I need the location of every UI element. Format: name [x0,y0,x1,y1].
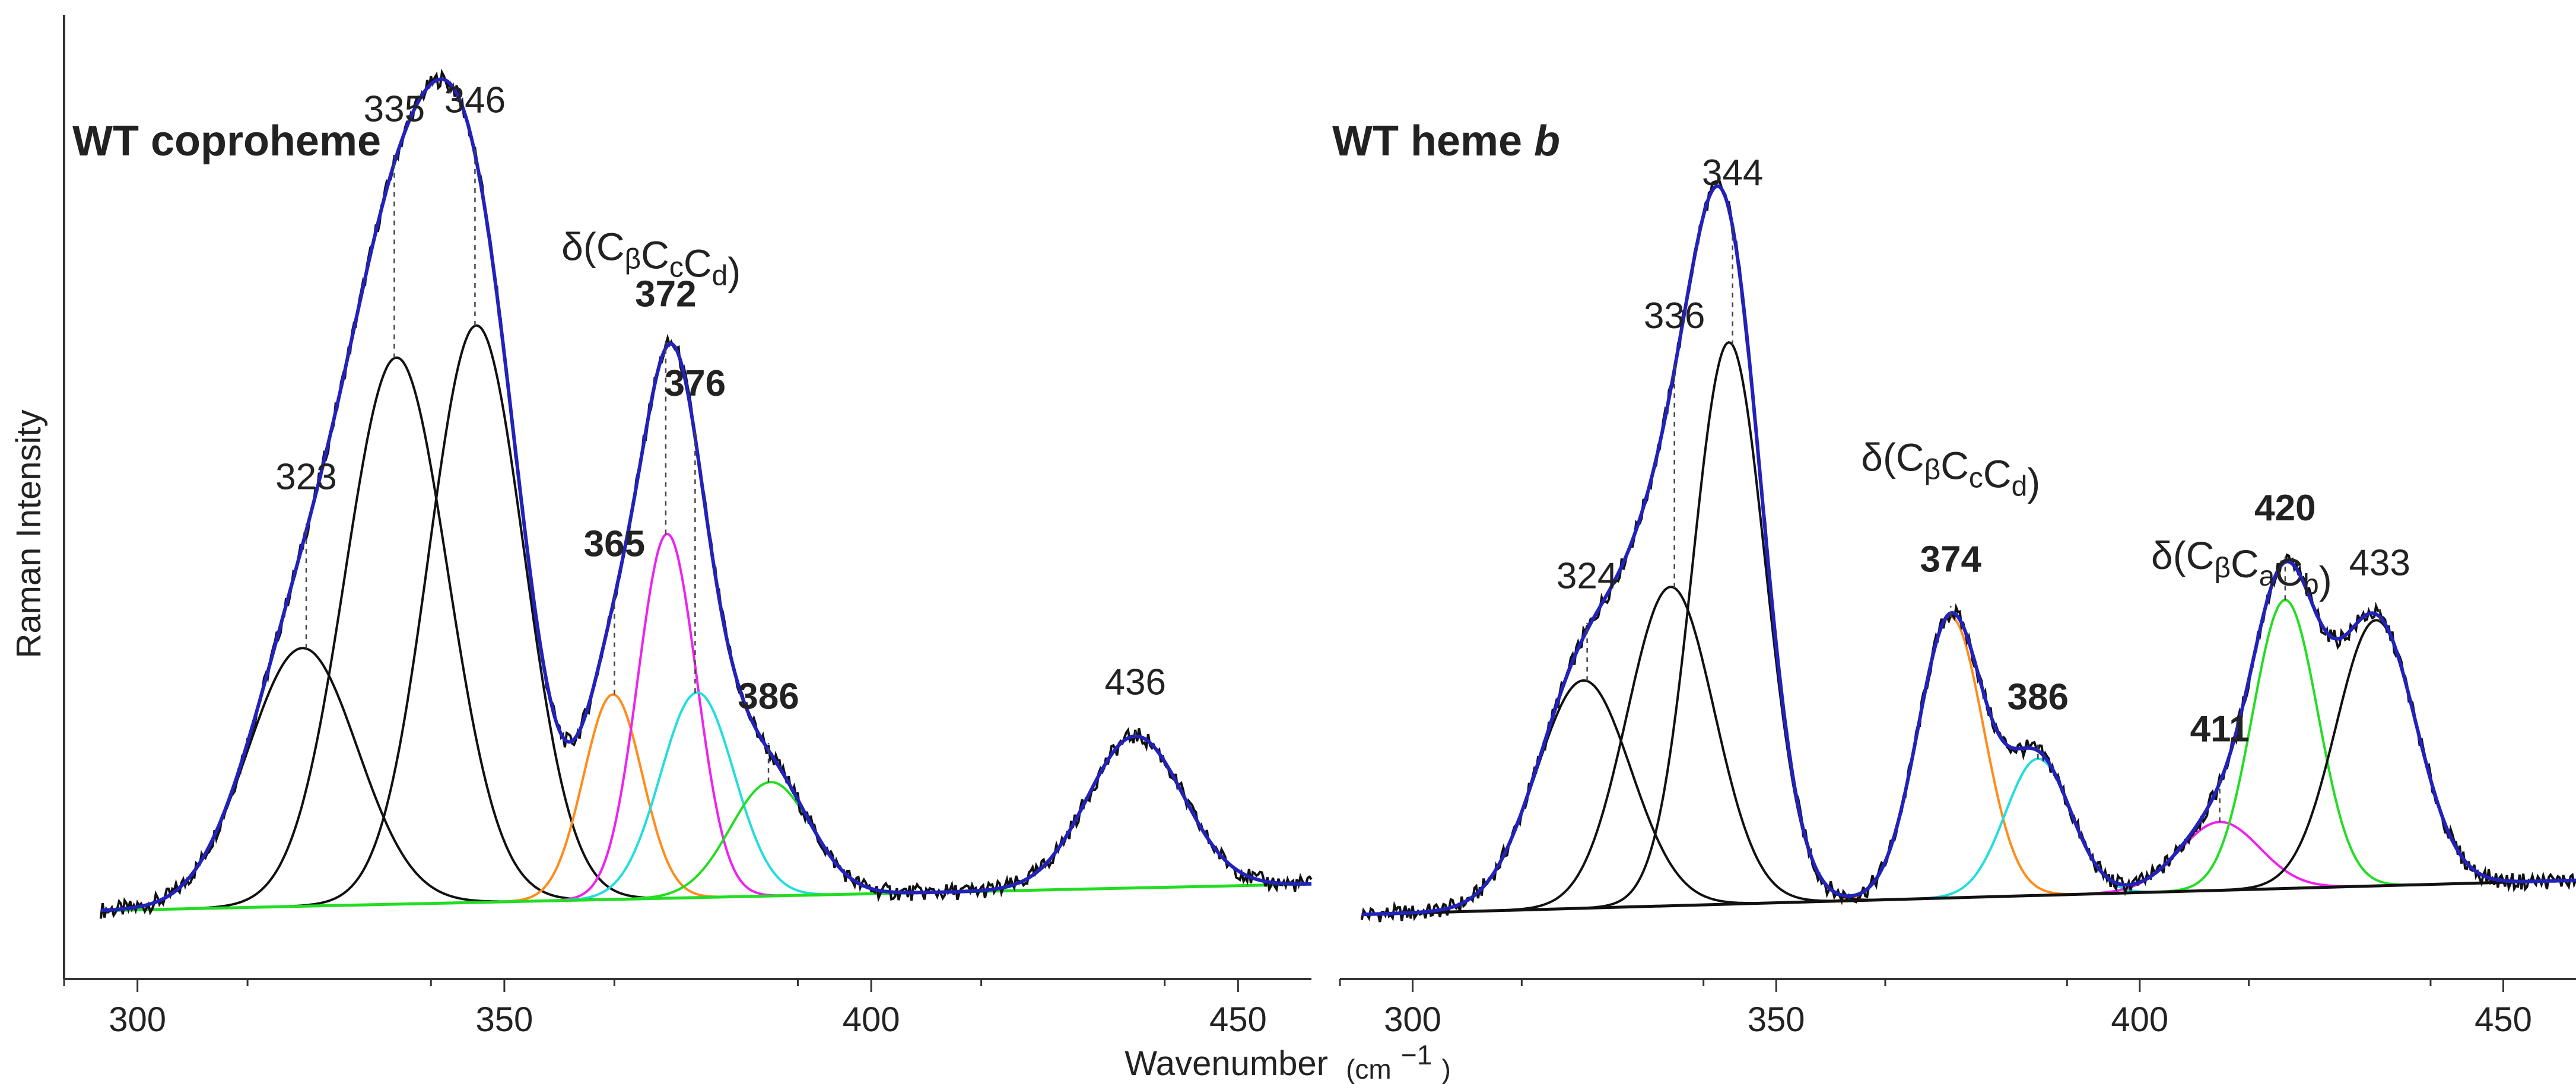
fit-curves [99,68,1313,919]
peak-label-335: 335 [364,89,425,130]
peak-label-386: 386 [738,676,799,717]
x-axis-unit-sup: −1 [1401,1040,1432,1070]
component-curve-374 [1361,615,2576,916]
component-curve-323.5 [1361,679,2576,916]
component-curve-335.3 [100,356,1311,912]
peak-label-365: 365 [584,523,645,564]
component-curve-364.8 [100,693,1311,912]
panel-heme-b: WT heme b 300 350 400 450 324 336 344 374 386 41… [1332,117,2576,1039]
component-curve-343.5 [1361,341,2576,916]
baseline [100,882,1312,913]
assignments: δ(CβCcCd) [561,224,741,293]
peak-label-323: 323 [275,457,336,498]
panel-title-italic: b [1534,117,1560,165]
peak-labels: 324 336 344 374 386 411 420 433 [1557,152,2410,822]
x-ticks: 300 350 400 450 [63,979,1267,1039]
baseline [1361,879,2576,916]
x-axis-unit-close: ) [1441,1054,1450,1084]
component-curve-432.5 [1361,619,2576,916]
component-curve-411 [1361,821,2576,916]
panel-title: WT coproheme [72,117,381,165]
component-curve-372.2 [100,532,1311,912]
x-tick-label: 350 [475,1000,533,1039]
x-tick-label: 450 [1209,1000,1267,1039]
peak-label-386: 386 [2008,676,2069,717]
component-curve-386.3 [100,781,1311,912]
assignments: δ(CβCcCd) δ(CβCaCb) [1861,435,2332,602]
x-axis-title: Wavenumber (cm −1 ) [1125,1034,1451,1084]
component-curve-386 [1361,757,2576,916]
y-axis-title: Raman Intensity [9,409,48,658]
peak-label-372: 372 [635,274,696,315]
peak-label-374: 374 [1920,539,1982,580]
x-axis-unit: (cm [1346,1054,1392,1084]
peak-label-344: 344 [1702,152,1763,193]
x-tick-label: 350 [1748,1000,1805,1039]
assignment-label: δ(CβCcCd) [561,224,741,293]
fit-envelope [1361,184,2576,917]
panel-title-text: WT coproheme [72,117,381,165]
x-tick-label: 300 [109,1000,166,1039]
x-tick-label: 450 [2475,1000,2532,1039]
x-ticks: 300 350 400 450 [1339,979,2532,1039]
fit-curves [1360,180,2576,923]
panel-title: WT heme b [1332,117,1560,165]
x-axis-title-text: Wavenumber [1125,1044,1328,1083]
assignment-label: δ(CβCaCb) [2151,533,2332,602]
x-tick-label: 400 [843,1000,900,1039]
component-curve-376.3 [100,691,1311,912]
panel-coproheme: WT coproheme 300 350 400 450 323 335 346 365 37… [9,15,1451,1084]
fit-envelope [100,77,1311,913]
panel-title-text: WT heme [1332,117,1534,165]
peak-labels: 323 335 346 365 372 376 386 436 [275,80,1166,783]
peak-label-324: 324 [1557,556,1618,597]
x-tick-label: 300 [1384,1000,1441,1039]
assignment-label: δ(CβCcCd) [1861,435,2040,504]
peak-label-336: 336 [1644,295,1705,336]
x-tick-label: 400 [2111,1000,2168,1039]
peak-label-436: 436 [1105,662,1166,703]
peak-label-376: 376 [665,363,726,404]
peak-label-346: 346 [444,80,506,120]
peak-label-411: 411 [2190,708,2250,749]
component-curve-436 [100,735,1311,912]
peak-label-420: 420 [2254,488,2315,529]
peak-label-433: 433 [2349,542,2410,583]
